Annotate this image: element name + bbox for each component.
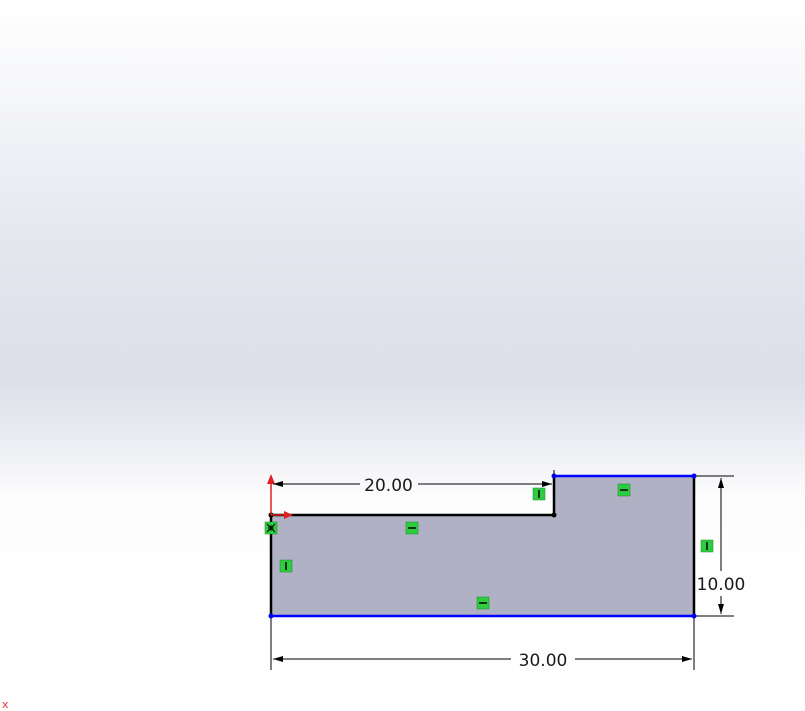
dimension-arrow-top — [718, 478, 724, 488]
dimension-10[interactable]: 10.00 — [697, 575, 746, 595]
dimension-arrow-right — [542, 481, 552, 487]
origin-x-arrow — [284, 511, 293, 519]
dimension-20[interactable]: 20.00 — [364, 476, 413, 496]
sketch-profile-region[interactable] — [271, 476, 694, 616]
horizontal-relation-icon[interactable] — [476, 596, 490, 610]
corner-marker: x — [2, 698, 9, 711]
dimension-arrow-bottom — [718, 604, 724, 614]
dimension-arrow-left — [273, 481, 283, 487]
horizontal-relation-icon[interactable] — [405, 521, 419, 535]
dimension-arrow-left — [273, 656, 283, 662]
vertical-relation-icon[interactable] — [700, 539, 714, 553]
vertical-relation-icon[interactable] — [532, 487, 546, 501]
origin-y-arrow — [267, 474, 275, 484]
horizontal-relation-icon[interactable] — [617, 483, 631, 497]
vertical-relation-icon[interactable] — [279, 559, 293, 573]
endpoint[interactable] — [691, 613, 697, 619]
dimension-arrow-right — [682, 656, 692, 662]
endpoint[interactable] — [691, 473, 697, 479]
coincident-relation-icon[interactable] — [264, 521, 278, 535]
dimension-30[interactable]: 30.00 — [519, 651, 568, 671]
endpoint[interactable] — [268, 613, 274, 619]
endpoint[interactable] — [551, 512, 557, 518]
